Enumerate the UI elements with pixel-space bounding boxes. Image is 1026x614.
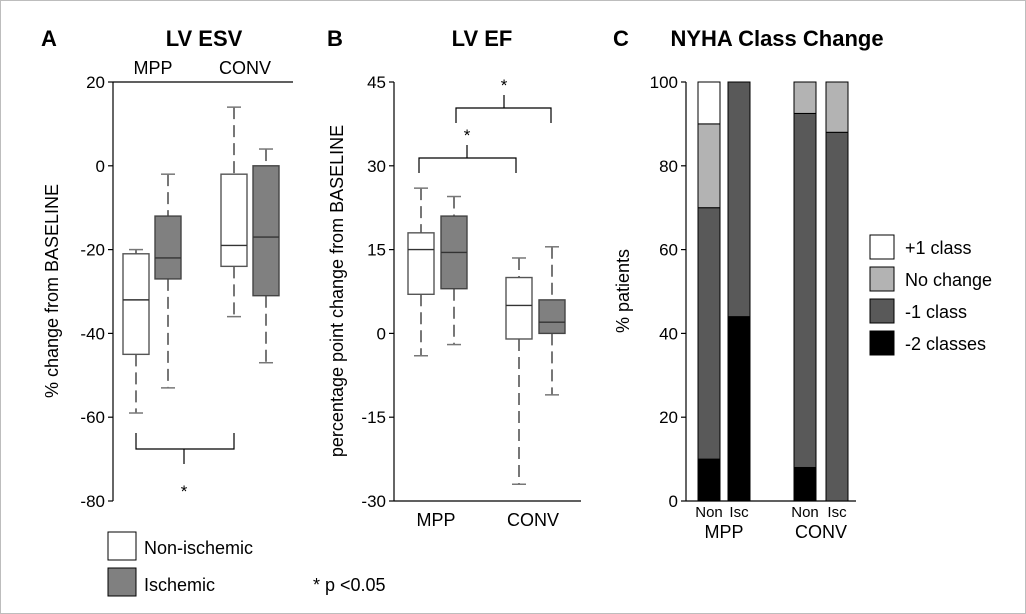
legend-label-minus1: -1 class	[905, 302, 967, 322]
panel-b-ylabel: percentage point change from BASELINE	[327, 125, 347, 457]
panel-c-bar-1-1class	[727, 81, 751, 318]
panel-a-tick-label: -80	[80, 492, 105, 511]
panel-b-tick-label: -15	[361, 408, 386, 427]
panel-c-tick-label: 80	[659, 157, 678, 176]
panel-a-tick-label: -20	[80, 241, 105, 260]
legend-pvalue-note: * p <0.05	[313, 575, 386, 595]
panel-b-tick-label: 15	[367, 241, 386, 260]
panel-b-box-0-iqr	[407, 232, 435, 295]
panel-c-legend: +1 class No change -1 class -2 classes	[869, 234, 992, 356]
panel-a-group-mpp: MPP	[133, 58, 172, 78]
panel-b-tick-label: 0	[377, 324, 386, 343]
panel-c-group-mpp: MPP	[704, 522, 743, 542]
legend-label-non-ischemic: Non-ischemic	[144, 538, 253, 558]
legend-label-nochange: No change	[905, 270, 992, 290]
panel-c-group-conv: CONV	[795, 522, 847, 542]
panel-c-cat-non-mpp: Non	[695, 504, 723, 521]
panel-c-bar-1-2classes	[727, 316, 751, 502]
panel-a-tick-label: 0	[96, 157, 105, 176]
panel-b-group-mpp: MPP	[416, 510, 455, 530]
panel-c-title: NYHA Class Change	[670, 26, 883, 51]
panel-c-bar-0-1class	[697, 207, 721, 460]
panel-a-sig-star: *	[181, 482, 188, 501]
panel-c-letter: C	[613, 26, 629, 51]
legend-swatch-minus1	[869, 298, 895, 324]
panel-c-bar-3-1class	[825, 131, 849, 502]
panel-b-sig-star-1: *	[464, 126, 471, 145]
panel-b-tick-label: 30	[367, 157, 386, 176]
legend-label-minus2: -2 classes	[905, 334, 986, 354]
panel-a-box-1-iqr	[154, 215, 182, 280]
panel-a-group-conv: CONV	[219, 58, 271, 78]
legend-swatch-minus2	[869, 330, 895, 356]
panel-b-sig-star-2: *	[501, 76, 508, 95]
panel-b-box-2-iqr	[505, 276, 533, 340]
panel-c-bar-0-2classes	[697, 458, 721, 502]
panel-c-bar-2-2classes	[793, 466, 817, 502]
panel-c-bar-3-nochange	[825, 81, 849, 133]
panel-c-bar-0-1class	[697, 81, 721, 125]
panel-b-tick-label: 45	[367, 73, 386, 92]
panel-c-cat-non-conv: Non	[791, 504, 819, 521]
panel-a-tick-label: -60	[80, 408, 105, 427]
panel-c-tick-label: 60	[659, 241, 678, 260]
panel-a-box-0-iqr	[122, 253, 150, 356]
panel-b-group-conv: CONV	[507, 510, 559, 530]
panel-c-cat-isc-mpp: Isc	[729, 504, 749, 521]
panel-a-tick-label: 20	[86, 73, 105, 92]
panel-c-ylabel: % patients	[613, 249, 633, 333]
panel-b-sig-bracket-2	[455, 95, 552, 123]
legend-label-ischemic: Ischemic	[144, 575, 215, 595]
legend-label-plus1: +1 class	[905, 238, 972, 258]
panel-c-bar-2-nochange	[793, 81, 817, 114]
panel-a-ylabel: % change from BASELINE	[42, 184, 62, 398]
panel-a-letter: A	[41, 26, 57, 51]
panel-a-tick-label: -40	[80, 324, 105, 343]
panel-c-tick-label: 100	[650, 73, 678, 92]
panel-b-title: LV EF	[452, 26, 513, 51]
panel-a-box-3-iqr	[252, 165, 280, 297]
legend-swatch-nochange	[869, 266, 895, 292]
legend-swatch-plus1	[869, 234, 895, 260]
legend-swatch-non-ischemic	[107, 531, 137, 561]
panel-c-cat-isc-conv: Isc	[827, 504, 847, 521]
bottom-legend: Non-ischemic Ischemic * p <0.05	[107, 531, 386, 597]
panel-a-sig-bracket	[135, 433, 235, 464]
panel-c-tick-label: 20	[659, 408, 678, 427]
panel-a-title: LV ESV	[166, 26, 243, 51]
panel-b-letter: B	[327, 26, 343, 51]
panel-b-box-3-iqr	[538, 299, 566, 335]
panel-c-bar-2-1class	[793, 112, 817, 468]
panel-c-bar-0-nochange	[697, 123, 721, 209]
panel-b-tick-label: -30	[361, 492, 386, 511]
panel-c-tick-label: 0	[669, 492, 678, 511]
legend-swatch-ischemic	[107, 567, 137, 597]
panel-b-sig-bracket-1	[418, 145, 517, 173]
panel-c-tick-label: 40	[659, 324, 678, 343]
panel-a-box-2-iqr	[220, 173, 248, 268]
